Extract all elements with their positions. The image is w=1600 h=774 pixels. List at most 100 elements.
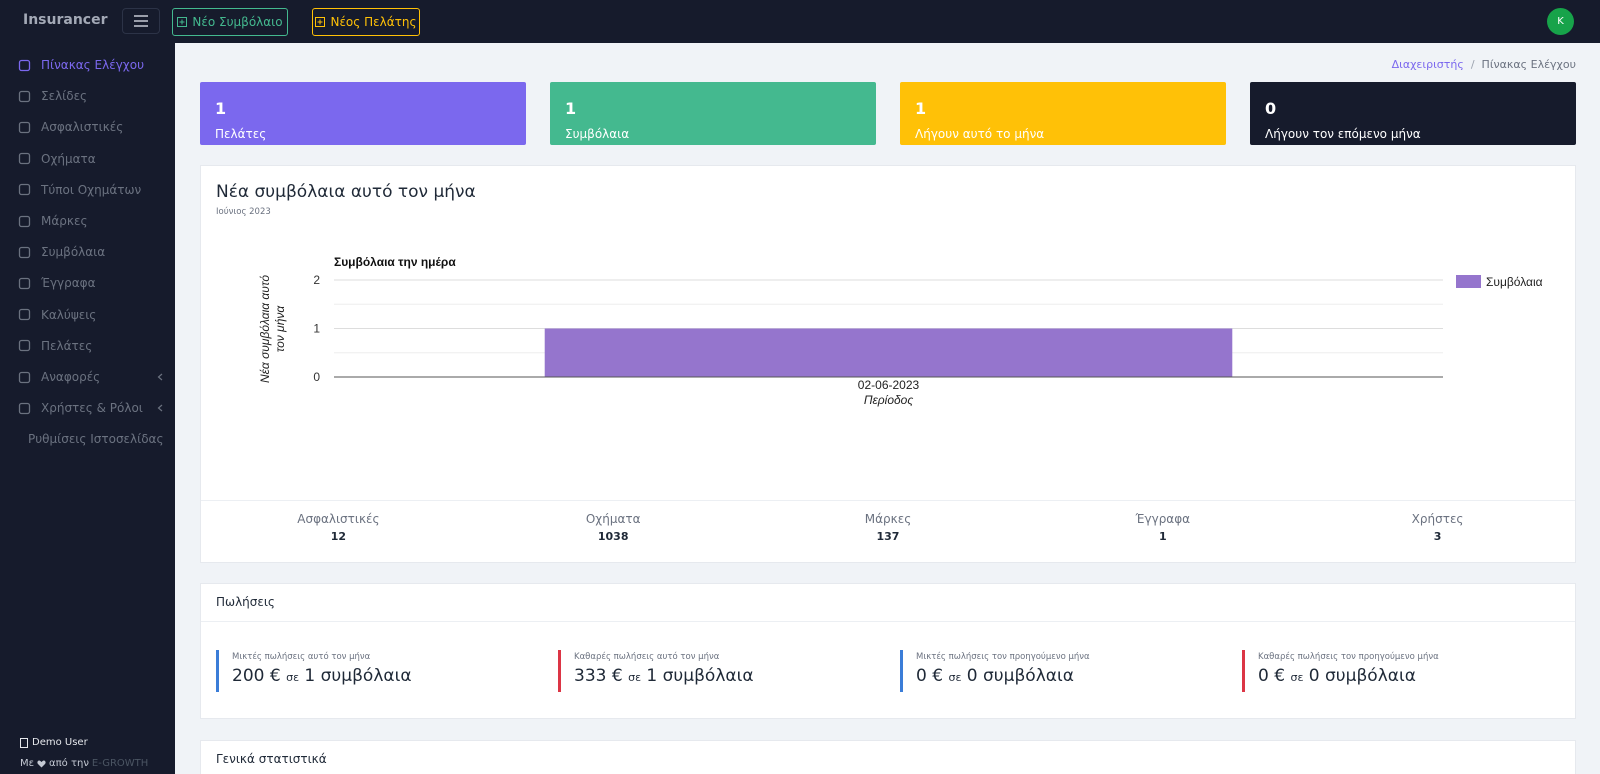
nav-item[interactable]: Μάρκες	[18, 211, 163, 231]
hamburger-icon	[134, 15, 148, 27]
nav-label: Συμβόλαια	[41, 245, 106, 260]
sales-label: Μικτές πωλήσεις αυτό τον μήνα	[232, 652, 371, 662]
stat-card: 1 Πελάτες	[200, 82, 526, 145]
divider	[201, 500, 1575, 501]
stat-label: Πελάτες	[215, 127, 267, 141]
summary-label: Έγγραφα	[1135, 512, 1191, 526]
breadcrumb-item[interactable]: Διαχειριστής	[1391, 58, 1464, 71]
nav-label: Χρήστες & Ρόλοι	[41, 401, 143, 416]
summary-value: 3	[1433, 530, 1442, 543]
legend-swatch	[1456, 275, 1481, 288]
nav-item[interactable]: Έγγραφα	[18, 273, 163, 293]
credit-middle: από την	[49, 758, 89, 769]
nav-item[interactable]: Τύποι Οχημάτων	[18, 180, 163, 200]
y-tick-label: 2	[313, 273, 320, 287]
icon-plus	[179, 19, 185, 25]
nav-item[interactable]: Χρήστες & Ρόλοι	[18, 398, 163, 418]
stat-value: 1	[565, 99, 577, 118]
nav-icon	[18, 371, 31, 383]
nav-item[interactable]: Πίνακας Ελέγχου	[18, 55, 163, 75]
header-button[interactable]: Νέο Συμβόλαιο	[172, 8, 288, 36]
icon-box	[177, 17, 188, 27]
summary-item: Χρήστες 3	[1300, 512, 1575, 543]
icon-shape	[18, 59, 31, 71]
user-name: Demo User	[32, 737, 88, 748]
nav-item[interactable]: Καλύψεις	[18, 305, 163, 325]
sales-count: 0	[1308, 666, 1320, 686]
avatar[interactable]: K	[1547, 8, 1574, 35]
nav-label: Τύποι Οχημάτων	[41, 182, 142, 197]
sales-figure: 200 € σε 1 συμβόλαια	[232, 666, 536, 686]
nav-item[interactable]: Ρυθμίσεις Ιστοσελίδας	[18, 429, 164, 449]
sales-currency: €	[611, 666, 623, 686]
x-axis-label: Περίοδος	[864, 393, 914, 407]
sales-count: 0	[966, 666, 978, 686]
button-label[interactable]: Νέος Πελάτης	[330, 15, 417, 29]
chevron-path	[157, 373, 163, 381]
plus-icon	[315, 17, 326, 27]
nav-item[interactable]: Αναφορές	[18, 367, 163, 387]
icon-plus	[317, 19, 323, 25]
y-axis-label: Νέα συμβόλαια αυτό τον μήνα	[258, 274, 287, 383]
nav-item[interactable]: Πελάτες	[18, 336, 163, 356]
bar	[544, 328, 1233, 377]
summary-label: Ασφαλιστικές	[297, 512, 380, 526]
nav-item[interactable]: Ασφαλιστικές	[18, 117, 163, 137]
nav-icon	[18, 246, 31, 258]
nav-item[interactable]: Σελίδες	[18, 86, 163, 106]
summary-value: 1038	[597, 530, 629, 543]
sales-figure: 333 € σε 1 συμβόλαια	[574, 666, 878, 686]
sales-unit: συμβόλαια	[662, 666, 754, 686]
card-subtitle: Ιούνιος 2023	[216, 207, 271, 217]
summary-item: Ασφαλιστικές 12	[201, 512, 476, 543]
icon-shape	[18, 184, 31, 196]
summary-label: Οχήματα	[585, 512, 641, 526]
menu-toggle[interactable]	[122, 8, 160, 34]
icon-shape	[18, 121, 31, 134]
breadcrumb: Διαχειριστής / Πίνακας Ελέγχου	[1380, 58, 1576, 71]
credit-company[interactable]: E-GROWTH	[91, 758, 149, 769]
sales-amount: 0	[916, 666, 927, 686]
icon-shape	[18, 246, 31, 258]
chart: Συμβόλαια την ημέρα 0 1 2 02-06-2023Περίοδος…	[313, 255, 1543, 407]
sales-currency: €	[1274, 666, 1286, 686]
card-title: Γενικά στατιστικά	[216, 752, 327, 766]
credit: Με από την E-GROWTH	[20, 758, 148, 769]
sales-currency: €	[932, 666, 944, 686]
button-label[interactable]: Νέο Συμβόλαιο	[192, 15, 283, 29]
icon-shape	[18, 215, 31, 227]
card-title: Νέα συμβόλαια αυτό τον μήνα	[216, 182, 476, 202]
sales-item: Καθαρές πωλήσεις αυτό τον μήνα 333 € σε 1…	[558, 650, 878, 692]
sales-item: Καθαρές πωλήσεις τον προηγούμενο μήνα 0 €…	[1242, 650, 1562, 692]
header-button[interactable]: Νέος Πελάτης	[312, 8, 420, 36]
user[interactable]: Demo User	[20, 737, 88, 748]
stat-value: 1	[215, 99, 227, 118]
heart-icon	[37, 760, 46, 767]
sales-item: Μικτές πωλήσεις αυτό τον μήνα 200 € σε 1 …	[216, 650, 536, 692]
icon-shape	[18, 371, 31, 383]
icon-shape	[18, 340, 31, 352]
stat-card: 1 Λήγουν αυτό το μήνα	[900, 82, 1226, 145]
sales-connector: σε	[948, 671, 962, 684]
sales-label: Μικτές πωλήσεις τον προηγούμενο μήνα	[916, 652, 1090, 662]
icon-shape	[18, 90, 31, 102]
credit-prefix: Με	[20, 758, 35, 769]
nav-label: Πελάτες	[41, 338, 93, 353]
nav-item[interactable]: Συμβόλαια	[18, 242, 163, 262]
icon-shape	[18, 277, 31, 290]
nav-icon	[18, 308, 31, 321]
icon-shape	[18, 402, 31, 414]
nav-item[interactable]: Οχήματα	[18, 149, 163, 169]
summary-item: Έγγραφα 1	[1025, 512, 1300, 543]
legend-label: Συμβόλαια	[1486, 275, 1543, 289]
summary-value: 137	[876, 530, 900, 543]
nav-icon	[18, 340, 31, 352]
sales-item: Μικτές πωλήσεις τον προηγούμενο μήνα 0 € …	[900, 650, 1220, 692]
sales-unit: συμβόλαια	[983, 666, 1074, 686]
sales-count: 1	[646, 666, 658, 686]
y-tick-label: 0	[313, 370, 320, 384]
brand[interactable]: Insurancer	[23, 12, 108, 28]
x-tick-label: 02-06-2023	[858, 378, 920, 392]
plus-icon	[177, 17, 188, 27]
